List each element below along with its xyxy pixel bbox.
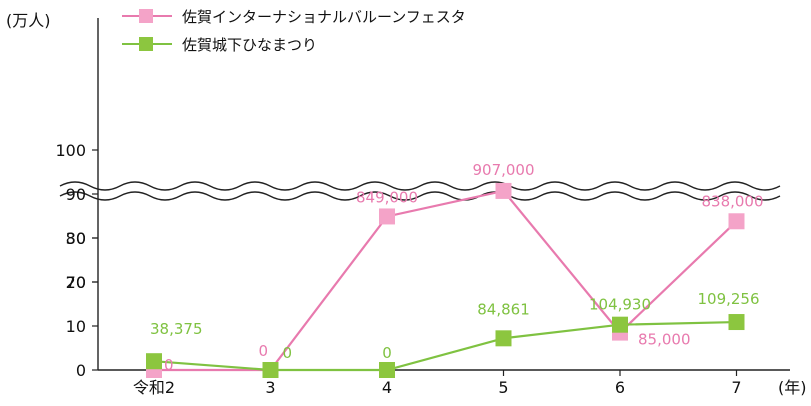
data-label: 85,000: [638, 331, 691, 349]
data-label: 0: [259, 342, 269, 360]
y-axis-unit-label: (万人): [6, 11, 51, 30]
y-tick-label: 10: [66, 317, 86, 336]
x-tick-label: 4: [382, 378, 392, 397]
y-tick-label: 80: [66, 229, 86, 248]
data-point: [495, 330, 512, 347]
axis-break-upper-wave: [59, 181, 781, 191]
x-axis-unit-label: (年): [778, 378, 807, 397]
data-label: 849,000: [356, 188, 418, 206]
y-tick-label: 20: [66, 273, 86, 292]
data-label: 109,256: [697, 290, 759, 308]
data-point: [262, 362, 279, 378]
y-tick-label: 30: [66, 229, 86, 248]
data-label: 838,000: [701, 192, 763, 210]
data-label: 0: [283, 344, 293, 362]
x-tick-label: 6: [615, 378, 625, 397]
x-tick-label: 令和2: [133, 378, 175, 397]
data-label: 907,000: [472, 161, 534, 179]
x-tick-label: 5: [498, 378, 508, 397]
y-tick-label: 90: [66, 185, 86, 204]
data-point: [728, 213, 745, 230]
y-tick-label: 0: [76, 361, 86, 380]
data-point: [495, 182, 512, 199]
data-label: 38,375: [150, 320, 203, 338]
legend-marker: [139, 9, 153, 23]
data-label: 104,930: [589, 296, 651, 314]
data-point: [379, 362, 395, 378]
legend-marker: [139, 37, 153, 51]
data-label: 84,861: [477, 300, 530, 318]
y-tick-label: 70: [66, 273, 86, 292]
y-tick-label: 100: [55, 141, 86, 160]
data-label: 0: [164, 356, 174, 374]
data-point: [612, 316, 628, 333]
x-tick-label: 3: [265, 378, 275, 397]
data-point: [728, 314, 745, 331]
axis-break-lower-wave: [59, 191, 781, 201]
legend-entry: 佐賀インターナショナルバルーンフェスタ: [182, 8, 466, 26]
data-point: [379, 208, 395, 225]
series-line: [154, 189, 738, 372]
series-line: [153, 320, 737, 372]
data-label: 0: [382, 344, 392, 362]
legend-entry: 佐賀城下ひなまつり: [182, 36, 317, 54]
x-tick-label: 7: [731, 378, 741, 397]
data-point: [146, 353, 162, 370]
axes-layer: [59, 18, 790, 371]
